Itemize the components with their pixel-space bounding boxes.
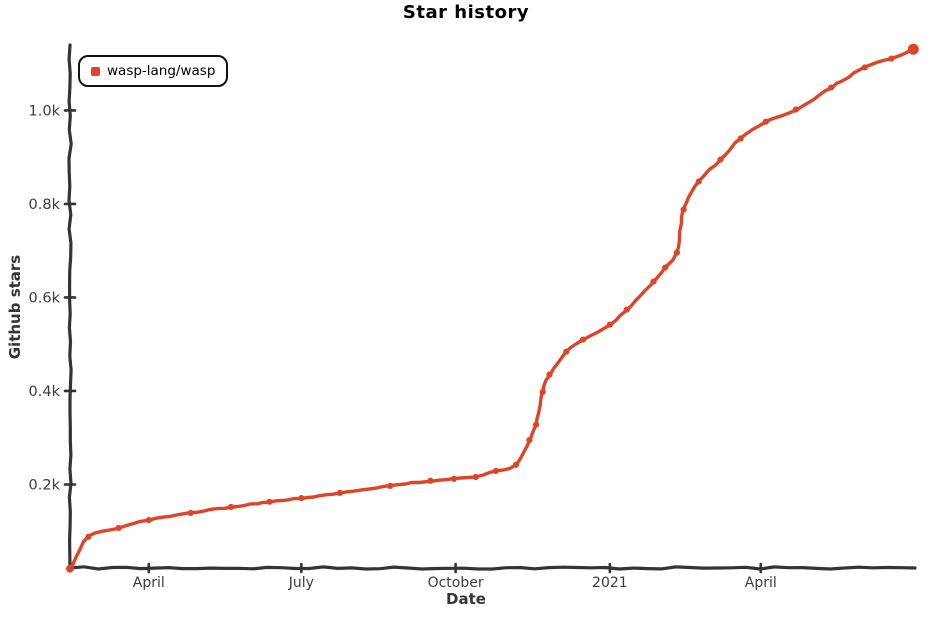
data-point-dot [539,388,546,396]
data-point-dot [66,564,74,573]
data-point-dot [907,43,919,55]
data-point-dot [85,533,92,540]
data-point-dot [717,156,724,163]
data-point-dot [227,503,235,511]
data-point-dot [387,482,394,489]
data-point-dot [792,106,800,113]
data-point-dot [673,249,681,256]
data-point-dot [532,421,540,428]
data-point-dot [623,306,630,313]
data-point-dot [563,348,570,355]
data-point-dot [861,64,868,71]
y-axis-title: Github stars [6,255,24,360]
data-point-dot [737,135,744,142]
data-point-dot [492,467,499,475]
y-tick-label: 0.6k [29,290,61,306]
x-axis-line [68,565,917,571]
series-marker-icon [91,66,100,76]
data-point-dot [695,178,702,185]
y-axis-line [67,43,73,570]
y-tick-label: 0.8k [29,197,61,213]
data-point-dot [336,489,344,497]
legend: wasp-lang/wasp [78,55,229,87]
data-point-dot [512,461,520,468]
x-tick-label: October [428,575,484,591]
data-point-dot [828,84,835,91]
y-tick-label: 1.0k [29,103,61,119]
chart-title: Star history [402,2,530,23]
data-point-dot [187,509,194,517]
data-point-dot [888,55,895,62]
data-point-dot [450,475,458,482]
data-point-dot [266,498,273,505]
data-point-dot [606,321,613,328]
data-point-dot [650,278,657,285]
data-point-dot [762,118,769,125]
x-tick-label: 2021 [592,575,628,591]
x-tick-label: April [745,575,777,591]
y-tick-label: 0.2k [29,477,61,493]
data-point-dot [298,494,305,502]
data-point-dot [579,336,587,343]
x-tick-label: July [288,575,314,591]
data-point-dot [546,371,553,378]
x-axis-title: Date [446,590,486,608]
data-point-dot [115,524,122,532]
data-point-dot [662,264,669,271]
x-tick-label: April [133,575,165,591]
y-tick-label: 0.4k [29,384,61,400]
data-point-dot [145,516,152,524]
data-point-dot [680,206,687,213]
series-line [68,47,915,571]
legend-series-label: wasp-lang/wasp [107,63,216,79]
data-point-dot [526,436,533,444]
data-point-dot [472,473,479,481]
data-point-dot [427,477,434,484]
